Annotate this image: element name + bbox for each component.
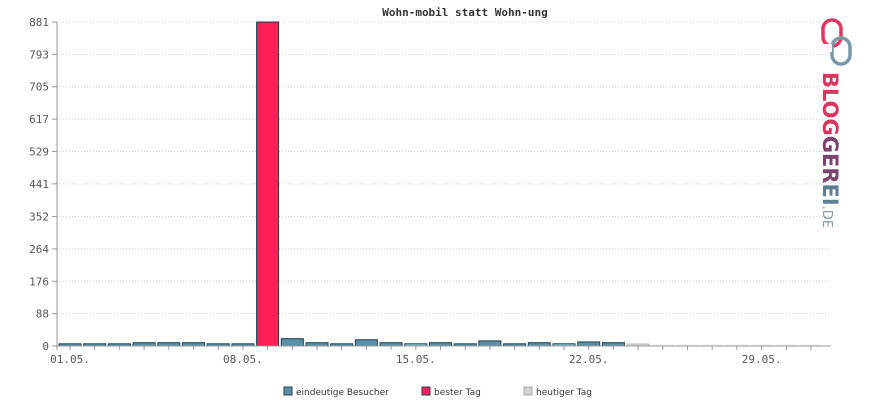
legend: eindeutige Besucher bester Tag heutiger Ta… — [283, 386, 592, 398]
logo-links-icon — [820, 18, 852, 66]
legend-label-normal: eindeutige Besucher — [296, 388, 389, 398]
x-tick-label: 15.05. — [396, 353, 436, 366]
y-tick-label: 617 — [29, 113, 49, 126]
logo-wordmark: BLOGGEREI.DE — [818, 72, 842, 228]
chart-title: Wohn-mobil statt Wohn-ung — [382, 6, 548, 19]
legend-label-best: bester Tag — [434, 388, 481, 398]
y-tick-label: 881 — [29, 16, 49, 29]
bar-29 — [750, 344, 773, 346]
bar-18 — [478, 340, 502, 347]
y-tick-label: 793 — [29, 48, 49, 61]
bar-group — [58, 21, 822, 347]
bar-10 — [280, 338, 304, 347]
y-tick-label: 441 — [29, 178, 49, 191]
x-tick-label: 29.05. — [742, 353, 782, 366]
bloggerei-logo: BLOGGEREI.DE — [818, 18, 852, 228]
x-tick-label: 01.05. — [50, 353, 90, 366]
axes: 0 88 176 264 352 441 529 617 705 793 881 01.05. 08.0… — [29, 16, 831, 366]
grid-lines — [57, 21, 831, 315]
bar-22 — [577, 341, 601, 347]
y-tick-label: 0 — [42, 340, 49, 353]
bar-27 — [701, 344, 724, 346]
y-tick-label: 264 — [29, 243, 49, 256]
legend-label-today: heutiger Tag — [536, 388, 592, 398]
x-tick-label: 08.05. — [223, 353, 263, 366]
y-tick-label: 529 — [29, 145, 49, 158]
bar-13 — [354, 339, 378, 347]
legend-swatch-best — [421, 386, 431, 396]
bar-28 — [725, 344, 748, 346]
bar-31 — [800, 344, 822, 346]
x-tick-label: 22.05. — [569, 353, 609, 366]
y-tick-label: 88 — [36, 308, 49, 321]
bar-9 — [256, 21, 280, 347]
bar-26 — [676, 344, 699, 346]
y-tick-label: 176 — [29, 275, 49, 288]
legend-swatch-normal — [283, 386, 293, 396]
y-tick-label: 705 — [29, 81, 49, 94]
bar-30 — [775, 344, 798, 346]
legend-swatch-today — [523, 386, 533, 396]
y-tick-label: 352 — [29, 211, 49, 224]
bar-25 — [651, 344, 674, 346]
